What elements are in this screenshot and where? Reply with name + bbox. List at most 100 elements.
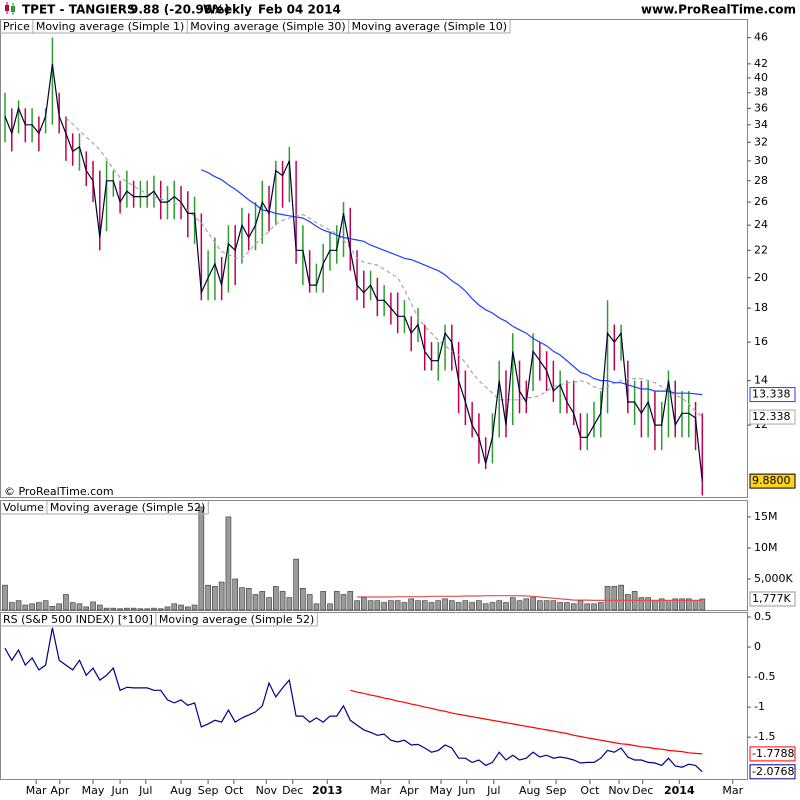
moving-average-line — [65, 117, 703, 418]
x-tick-label: Mar — [26, 784, 47, 797]
volume-bar — [279, 591, 286, 611]
site[interactable]: www.ProRealTime.com — [641, 3, 796, 17]
legend-entry: Price — [3, 20, 30, 33]
y-tick-label: 22 — [754, 243, 768, 256]
last-value-box — [749, 591, 796, 607]
volume-bar — [462, 600, 469, 611]
volume-bar — [2, 584, 8, 611]
volume-bar — [103, 607, 110, 611]
volume-bar — [699, 598, 706, 611]
volume-bar — [22, 604, 29, 611]
x-tick-label: Jun — [111, 784, 129, 797]
volume-bar — [516, 600, 523, 611]
last-value-label: -2.0768 — [752, 765, 794, 778]
volume-bar — [137, 608, 144, 611]
volume-bar — [124, 607, 130, 611]
volume-bar — [476, 600, 482, 611]
x-tick-label: Nov — [608, 784, 630, 797]
volume-bar — [340, 594, 347, 611]
volume-bar — [273, 586, 279, 611]
volume-bar — [604, 586, 611, 611]
x-tick-label: Aug — [170, 784, 191, 797]
last-value-box — [749, 409, 796, 425]
volume-bar — [408, 598, 415, 611]
last-value-label: 1,777K — [752, 592, 791, 605]
volume-bar — [523, 598, 530, 611]
moving-average-line — [350, 689, 703, 755]
volume-bar — [69, 602, 76, 611]
volume-bar — [212, 586, 218, 611]
volume-bar — [29, 603, 35, 611]
volume-bar — [618, 584, 624, 611]
volume-bar — [564, 602, 570, 611]
volume-bar — [665, 600, 672, 611]
volume-bar — [184, 606, 191, 611]
volume-bar — [232, 578, 238, 611]
volume-bar — [76, 603, 83, 611]
volume-bar — [259, 591, 266, 611]
x-tick-label: Mar — [722, 784, 743, 797]
legend-entry: Moving average (Simple 52) — [50, 501, 205, 514]
volume-bar — [56, 603, 62, 611]
y-tick-label: 14 — [754, 374, 768, 387]
volume-bar — [401, 602, 408, 611]
volume-bar — [374, 600, 381, 611]
volume-bar — [455, 602, 462, 611]
volume-bar — [205, 584, 211, 611]
volume-bar — [313, 603, 320, 611]
volume-bar — [679, 598, 685, 611]
volume-bar — [415, 600, 421, 611]
y-tick-label: 16 — [754, 335, 768, 348]
volume-bar — [550, 600, 557, 611]
y-tick-label: 15M — [754, 510, 778, 523]
volume-bar — [218, 581, 225, 611]
legend-entry: Moving average (Simple 30) — [190, 20, 345, 33]
y-tick-label: -0.5 — [754, 670, 775, 683]
price-panel — [0, 19, 748, 498]
volume-bar — [652, 600, 658, 611]
x-tick-label: Sep — [546, 784, 567, 797]
last-value-label: -1.7788 — [752, 747, 794, 760]
rs-panel — [0, 612, 748, 780]
legend-entry: Moving average (Simple 52) — [159, 613, 314, 626]
last-value-label: 9.8800 — [752, 474, 791, 487]
volume-bar — [577, 600, 584, 611]
volume-bar — [354, 600, 360, 611]
y-tick-label: 20 — [754, 271, 768, 284]
volume-bar — [496, 600, 503, 611]
x-tick-label: May — [430, 784, 453, 797]
volume-bar — [530, 597, 536, 611]
x-tick-label: Oct — [580, 784, 600, 797]
volume-bar — [388, 600, 394, 611]
volume-bar — [49, 605, 56, 611]
volume-bar — [435, 600, 442, 611]
volume-bar — [327, 603, 333, 611]
volume-bar — [157, 608, 164, 611]
volume-bar — [151, 607, 157, 611]
volume-bar — [367, 600, 374, 611]
app-icon — [5, 2, 15, 15]
volume-bar — [489, 602, 496, 611]
y-tick-label: 40 — [754, 71, 768, 84]
volume-bar — [658, 598, 665, 611]
volume-bar — [347, 591, 354, 611]
volume-bar — [42, 600, 49, 611]
volume-bar — [239, 587, 245, 611]
x-tick-label: Dec — [282, 784, 303, 797]
volume-bar — [638, 597, 645, 611]
y-tick-label: 30 — [754, 154, 768, 167]
volume-bar — [570, 603, 577, 611]
x-tick-label: Apr — [50, 784, 70, 797]
volume-bar — [320, 591, 326, 611]
volume-bar — [584, 603, 591, 611]
x-tick-label: Mar — [370, 784, 391, 797]
y-tick-label: 34 — [754, 118, 768, 131]
last-value-box — [749, 746, 796, 762]
legend-entry: Volume — [3, 501, 44, 514]
volume-bar — [428, 602, 435, 611]
volume-bar — [191, 604, 198, 611]
volume-bar — [333, 591, 340, 611]
volume-bar — [482, 603, 489, 611]
volume-bar — [144, 608, 150, 611]
